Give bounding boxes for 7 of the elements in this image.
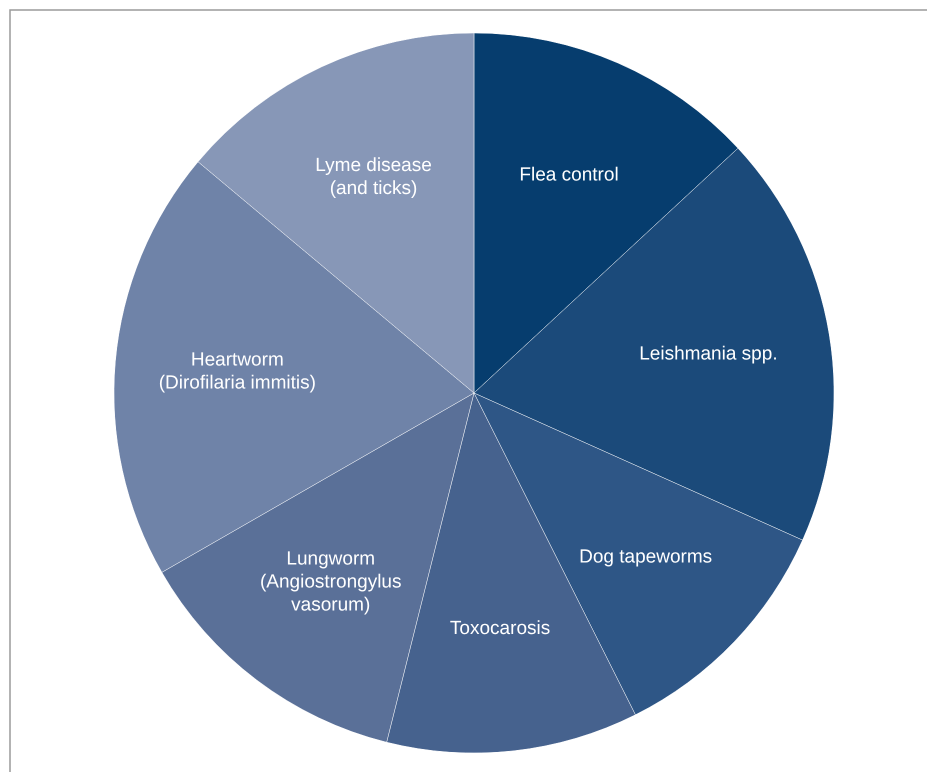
slice-label: Lyme disease (and ticks) bbox=[315, 155, 432, 200]
slice-label: Dog tapeworms bbox=[579, 546, 712, 568]
slice-label: Toxocarosis bbox=[450, 618, 550, 640]
slice-label: Heartworm (Dirofilaria immitis) bbox=[158, 350, 316, 394]
slice-label: Lungworm (Angiostrongylus vasorum) bbox=[260, 548, 402, 616]
slice-label: Leishmania spp. bbox=[639, 343, 778, 364]
slice-label: Flea control bbox=[519, 164, 619, 186]
